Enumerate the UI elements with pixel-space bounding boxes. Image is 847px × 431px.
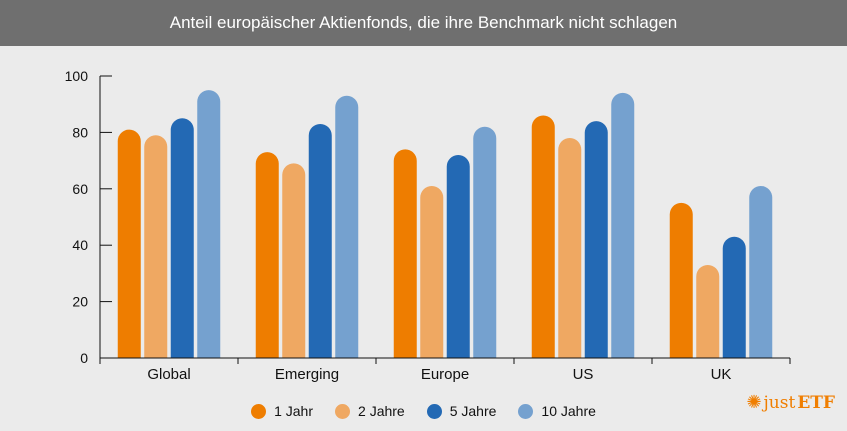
bar-emerging-2-jahre [282, 163, 306, 358]
y-axis: 0 20 40 60 80 100 [65, 68, 112, 366]
y-tick-label: 20 [72, 294, 88, 310]
legend-label: 5 Jahre [449, 403, 497, 419]
legend-label: 2 Jahre [358, 403, 405, 419]
bar-us-10-jahre [611, 92, 635, 359]
legend-swatch [335, 403, 351, 419]
bar-us-2-jahre [558, 138, 582, 358]
bar-global-10-jahre [197, 90, 221, 358]
bar-us-1-jahr [531, 115, 555, 358]
bar-emerging-10-jahre [335, 95, 359, 359]
category-label: Europe [421, 366, 469, 383]
legend-swatch [518, 403, 534, 419]
logo-prefix: just [763, 393, 796, 413]
x-axis: Global Emerging Europe US UK [99, 358, 791, 383]
bar-europe-5-jahre [446, 154, 470, 358]
bar-europe-10-jahre [473, 126, 497, 358]
category-label: Emerging [275, 366, 339, 383]
category-label: Global [147, 366, 190, 383]
legend-label: 10 Jahre [541, 403, 596, 419]
title-bar: Anteil europäischer Aktienfonds, die ihr… [0, 0, 847, 46]
y-tick-label: 100 [65, 68, 89, 84]
logo-suffix: ETF [797, 393, 835, 413]
y-tick-label: 40 [72, 237, 88, 253]
legend-label: 1 Jahr [274, 403, 314, 419]
bar-uk-1-jahr [669, 202, 693, 358]
chart-title: Anteil europäischer Aktienfonds, die ihr… [169, 13, 678, 32]
bar-global-1-jahr [117, 129, 141, 358]
legend-swatch [251, 403, 267, 419]
category-label: US [573, 366, 594, 383]
bar-global-5-jahre [170, 118, 194, 358]
bar-europe-2-jahre [420, 185, 444, 358]
bar-uk-10-jahre [749, 185, 773, 358]
legend-swatch [426, 403, 442, 419]
bar-europe-1-jahr [393, 149, 417, 358]
legend-item: 5 Jahre [426, 403, 497, 419]
bar-global-2-jahre [144, 135, 168, 358]
y-tick-label: 0 [80, 350, 88, 366]
justetf-logo: ✺ just ETF [746, 392, 835, 413]
legend: 1 Jahr 2 Jahre 5 Jahre 10 Jahre [0, 398, 847, 424]
legend-item: 10 Jahre [518, 403, 596, 419]
bar-emerging-1-jahr [255, 152, 279, 358]
flame-icon: ✺ [746, 392, 762, 412]
legend-item: 2 Jahre [335, 403, 405, 419]
bar-emerging-5-jahre [308, 123, 332, 358]
y-tick-label: 60 [72, 181, 88, 197]
bar-uk-5-jahre [722, 236, 746, 358]
category-label: UK [711, 366, 732, 383]
bar-us-5-jahre [584, 121, 608, 359]
y-tick-label: 80 [72, 124, 88, 140]
bar-uk-2-jahre [696, 264, 720, 358]
legend-item: 1 Jahr [251, 403, 313, 419]
bars [117, 90, 773, 359]
